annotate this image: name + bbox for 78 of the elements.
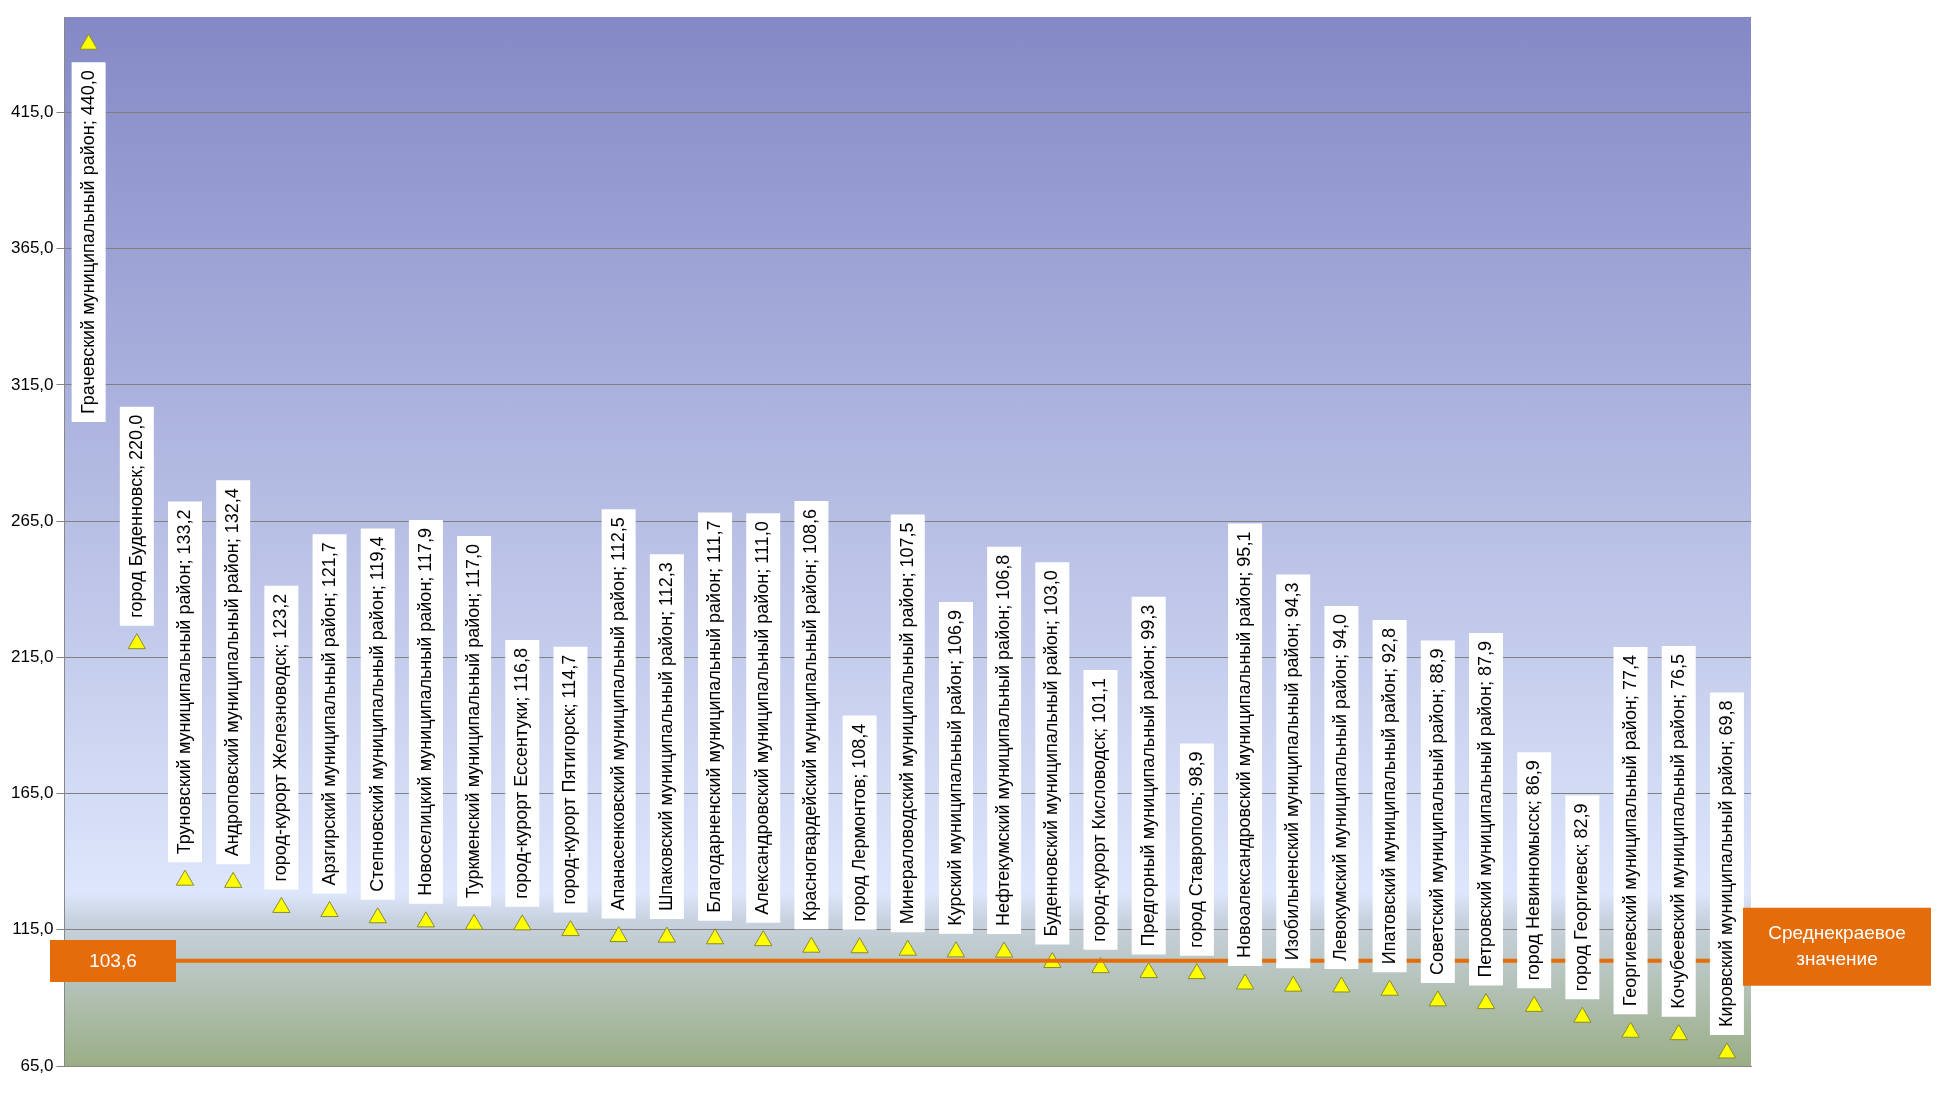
- data-label: Новоселицкий муниципальный район; 117,9: [414, 527, 435, 896]
- data-label: город-курорт Кисловодск; 101,1: [1089, 677, 1110, 942]
- point: [127, 633, 146, 650]
- point: [754, 930, 773, 947]
- point: [320, 901, 339, 918]
- point: [1187, 963, 1207, 980]
- point: [1332, 976, 1351, 993]
- data-label: Предгорный муниципальный район; 99,3: [1137, 604, 1158, 947]
- y-tick-label: 415,0: [10, 102, 54, 122]
- point: [272, 896, 291, 913]
- point: [561, 920, 580, 937]
- point: [802, 936, 821, 953]
- data-label: Кировский муниципальный район; 69,8: [1715, 700, 1736, 1027]
- data-label: Минераловодский муниципальный район; 107,5: [896, 522, 917, 925]
- point: [1380, 979, 1399, 996]
- point: [464, 913, 484, 930]
- data-label: город Лермонтов; 108,4: [848, 723, 869, 922]
- data-label: Георгиевский муниципальный район; 77,4: [1619, 655, 1640, 1007]
- point: [416, 911, 436, 928]
- data-label: Буденновский муниципальный район; 103,0: [1041, 570, 1062, 937]
- data-label: Арзгирский муниципальный район; 121,7: [318, 542, 339, 886]
- data-label: Туркменский муниципальный район; 117,0: [463, 544, 484, 899]
- point: [1621, 1021, 1640, 1038]
- point: [1139, 962, 1158, 979]
- point: [850, 937, 869, 954]
- data-label: город Георгиевск; 82,9: [1571, 803, 1592, 992]
- data-label: город Буденновск; 220,0: [125, 414, 146, 618]
- point: [994, 941, 1014, 958]
- y-tick-label: 215,0: [10, 646, 54, 666]
- data-label: Советский муниципальный район; 88,9: [1426, 648, 1447, 975]
- point: [224, 871, 243, 888]
- y-tick-label: 315,0: [10, 374, 54, 394]
- point: [946, 941, 966, 958]
- y-tick-label: 115,0: [12, 919, 54, 939]
- data-label: город-курорт Железноводск; 123,2: [270, 593, 291, 882]
- point: [513, 914, 532, 931]
- y-tick-label: 65,0: [20, 1055, 54, 1075]
- data-label: Красногвардейский муниципальный район; 108,6: [800, 509, 821, 922]
- data-label: Андроповский муниципальный район; 132,4: [222, 488, 243, 857]
- data-label: Степновский муниципальный район; 119,4: [366, 536, 387, 892]
- data-label: Грачевский муниципальный район; 440,0: [77, 70, 98, 414]
- data-label: Александровский муниципальный район; 111,0: [752, 521, 773, 915]
- label-box: 103,6: [50, 939, 176, 982]
- data-label: город-курорт Пятигорск; 114,7: [559, 654, 580, 905]
- data-label: город Невинномысск; 86,9: [1523, 760, 1544, 981]
- point: [609, 926, 628, 943]
- point: [368, 907, 387, 924]
- data-label: Труновский муниципальный район; 133,2: [173, 509, 194, 855]
- point: [175, 869, 195, 886]
- data-label: Изобильненский муниципальный район; 94,3: [1282, 582, 1303, 961]
- ref-line-label: Среднекраевое значение: [1768, 922, 1906, 970]
- y-tick-label: 165,0: [10, 783, 54, 803]
- point: [1669, 1024, 1688, 1041]
- point: [898, 939, 917, 956]
- y-tick-label: 365,0: [10, 238, 54, 258]
- y-tick-label: 265,0: [10, 510, 54, 530]
- data-label: Курский муниципальный район; 106,9: [944, 609, 965, 926]
- data-label: Шпаковский муниципальный район; 112,3: [655, 562, 676, 912]
- data-label: Ипатовский муниципальный район; 92,8: [1378, 627, 1399, 965]
- data-label: Нефтекумский муниципальный район; 106,8: [993, 554, 1014, 927]
- point: [79, 33, 98, 50]
- point: [1284, 975, 1303, 992]
- point: [1717, 1042, 1737, 1059]
- point: [657, 926, 677, 943]
- data-label: город-курорт Ессентуки; 116,8: [511, 647, 532, 899]
- data-label: Благодарненский муниципальный район; 111,7: [704, 520, 724, 913]
- point: [1476, 993, 1496, 1010]
- data-label: Петровский муниципальный район; 87,9: [1474, 641, 1495, 978]
- point: [1525, 995, 1544, 1012]
- point: [1235, 973, 1255, 990]
- data-label: Кочубеевский муниципальный район; 76,5: [1667, 653, 1688, 1009]
- point: [705, 928, 725, 945]
- point: [1428, 990, 1447, 1007]
- data-label: Новоалександровский муниципальный район; 95,1: [1234, 531, 1255, 958]
- data-label: город Ставрополь; 98,9: [1185, 751, 1206, 948]
- data-label: Апанасенковский муниципальный район; 112,5: [607, 517, 628, 911]
- data-label: Левокумский муниципальный район; 94,0: [1330, 613, 1351, 961]
- point: [1573, 1006, 1592, 1023]
